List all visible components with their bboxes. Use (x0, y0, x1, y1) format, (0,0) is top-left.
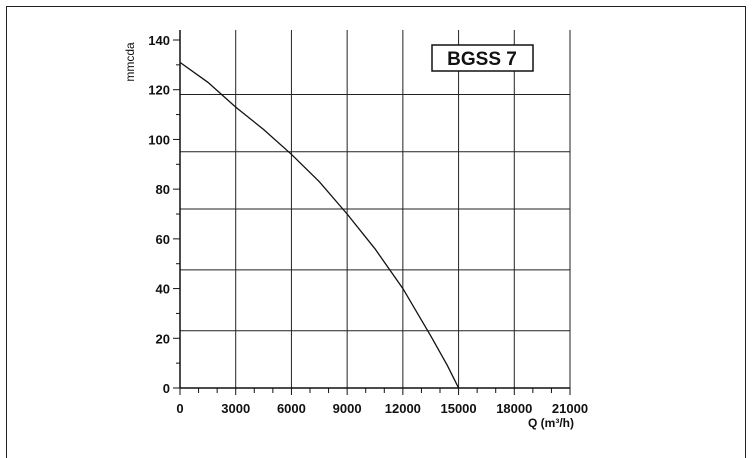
model-label-box (431, 44, 534, 72)
axes (173, 30, 571, 395)
y-tick-label: 40 (156, 282, 170, 297)
x-axis-title: Q (m³/h) (528, 416, 574, 430)
x-tick-label: 18000 (496, 401, 532, 416)
x-tick-label: 21000 (552, 401, 588, 416)
grid (180, 30, 571, 388)
curve-layer (179, 61, 460, 389)
y-tick-label: 60 (156, 232, 170, 247)
chart-frame (6, 6, 746, 458)
y-tick-label: 120 (148, 83, 170, 98)
x-tick-label: 6000 (277, 401, 306, 416)
x-tick-label: 9000 (333, 401, 362, 416)
model-label: BGSS 7 (447, 49, 517, 70)
labels: 0 3000 6000 9000 12000 15000 18000 21000 0 20 40 60… (148, 33, 588, 416)
y-tick-label: 100 (148, 132, 170, 147)
y-tick-label: 80 (156, 182, 170, 197)
x-tick-label: 3000 (221, 401, 250, 416)
x-tick-label: 0 (176, 401, 183, 416)
y-tick-label: 20 (156, 331, 170, 346)
x-tick-label: 15000 (440, 401, 476, 416)
x-tick-label: 12000 (385, 401, 421, 416)
performance-curve (179, 61, 460, 389)
y-axis-title: mmcda (123, 42, 137, 82)
y-tick-label: 140 (148, 33, 170, 48)
y-tick-label: 0 (163, 381, 170, 396)
